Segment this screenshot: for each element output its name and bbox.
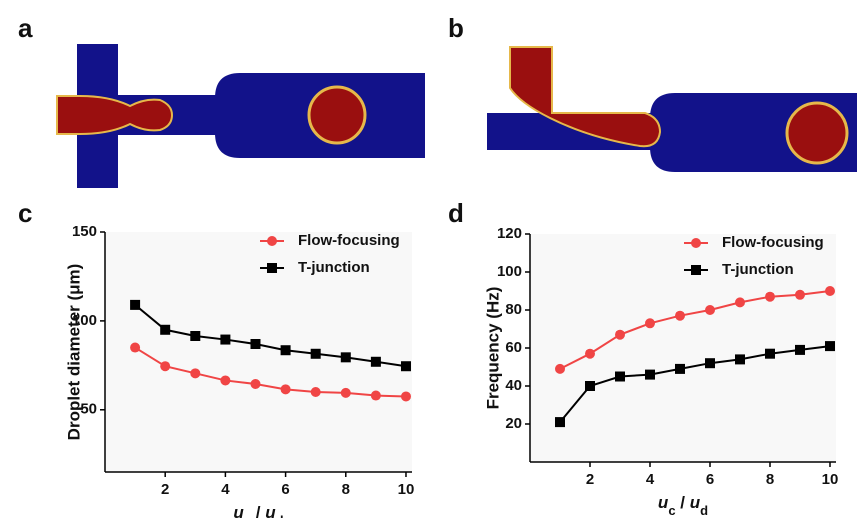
legend-label: T-junction: [722, 261, 794, 278]
x-tick-label: 4: [646, 471, 655, 488]
y-tick-label: 100: [72, 312, 97, 329]
x-axis-label-part: d: [700, 503, 708, 518]
marker: [585, 381, 595, 391]
y-axis-label: Frequency (Hz): [483, 287, 502, 410]
x-axis-label: uc / ud: [233, 503, 283, 518]
x-axis-label-part: c: [244, 513, 251, 518]
y-tick-label: 40: [505, 377, 522, 394]
marker: [555, 363, 565, 374]
x-tick-label: 6: [706, 471, 714, 488]
marker: [160, 361, 171, 372]
x-axis-label-part: u: [265, 503, 276, 518]
series-line: [134, 346, 407, 398]
series-line: [559, 345, 831, 423]
legend-marker: [267, 263, 277, 273]
x-axis-label-part: /: [251, 503, 265, 518]
marker: [675, 363, 685, 374]
marker: [340, 352, 351, 363]
legend-label: Flow-focusing: [298, 232, 400, 249]
marker: [400, 391, 411, 402]
marker: [160, 324, 171, 335]
simulation-a: [56, 44, 425, 188]
marker: [130, 342, 141, 353]
marker: [825, 286, 835, 296]
marker: [795, 289, 805, 300]
marker: [310, 387, 321, 397]
y-tick-label: 100: [497, 263, 522, 280]
marker: [220, 375, 231, 386]
y-tick-label: 20: [505, 415, 522, 432]
x-tick-label: 10: [398, 481, 415, 498]
marker: [130, 299, 141, 310]
x-axis-label-part: d: [276, 513, 284, 518]
x-axis-label-part: c: [668, 503, 675, 518]
legend-marker: [691, 238, 701, 248]
marker: [555, 417, 565, 428]
y-tick-label: 50: [80, 401, 97, 418]
y-tick-label: 150: [72, 223, 97, 240]
marker: [735, 354, 745, 365]
x-tick-label: 2: [161, 481, 169, 498]
marker: [280, 384, 291, 395]
x-tick-label: 6: [281, 481, 289, 498]
marker: [190, 368, 201, 379]
x-axis-label-part: /: [676, 493, 690, 512]
marker: [675, 310, 685, 321]
marker: [645, 369, 655, 380]
y-tick-label: 80: [505, 301, 522, 318]
marker: [250, 379, 261, 389]
marker: [825, 341, 835, 352]
marker: [765, 291, 775, 302]
y-axis-label: Droplet diameter (μm): [64, 264, 83, 441]
x-tick-label: 8: [342, 481, 350, 498]
marker: [705, 358, 715, 369]
panel-label: a: [18, 13, 33, 43]
marker: [765, 348, 775, 359]
x-axis-label-part: u: [233, 503, 244, 518]
marker: [645, 318, 655, 329]
marker: [340, 387, 351, 398]
x-axis-label: uc / ud: [658, 493, 708, 517]
marker: [615, 371, 625, 382]
panel-label: c: [18, 198, 32, 228]
simulation-b: [487, 46, 857, 172]
marker: [735, 297, 745, 308]
series-line: [559, 290, 831, 370]
plot-background: [530, 234, 836, 462]
marker: [400, 361, 411, 372]
marker: [250, 339, 261, 349]
x-tick-label: 10: [822, 471, 839, 488]
marker: [310, 348, 321, 359]
panel-label: b: [448, 13, 464, 43]
marker: [795, 344, 805, 355]
panel-label: d: [448, 198, 464, 228]
marker: [370, 356, 381, 367]
x-axis-label-part: u: [658, 493, 669, 512]
legend-label: Flow-focusing: [722, 234, 824, 251]
x-tick-label: 8: [766, 471, 774, 488]
plot-background: [105, 232, 412, 472]
marker: [705, 305, 715, 315]
marker: [615, 329, 625, 340]
x-tick-label: 4: [221, 481, 230, 498]
legend-marker: [691, 265, 701, 275]
x-axis-label-part: u: [690, 493, 701, 512]
marker: [220, 334, 231, 345]
legend-marker: [267, 236, 277, 246]
marker: [190, 331, 201, 341]
series-line: [134, 304, 407, 368]
y-tick-label: 60: [505, 339, 522, 356]
marker: [280, 345, 291, 356]
y-tick-label: 120: [497, 225, 522, 242]
marker: [585, 348, 595, 359]
legend-label: T-junction: [298, 259, 370, 276]
x-tick-label: 2: [586, 471, 594, 488]
marker: [370, 390, 381, 401]
